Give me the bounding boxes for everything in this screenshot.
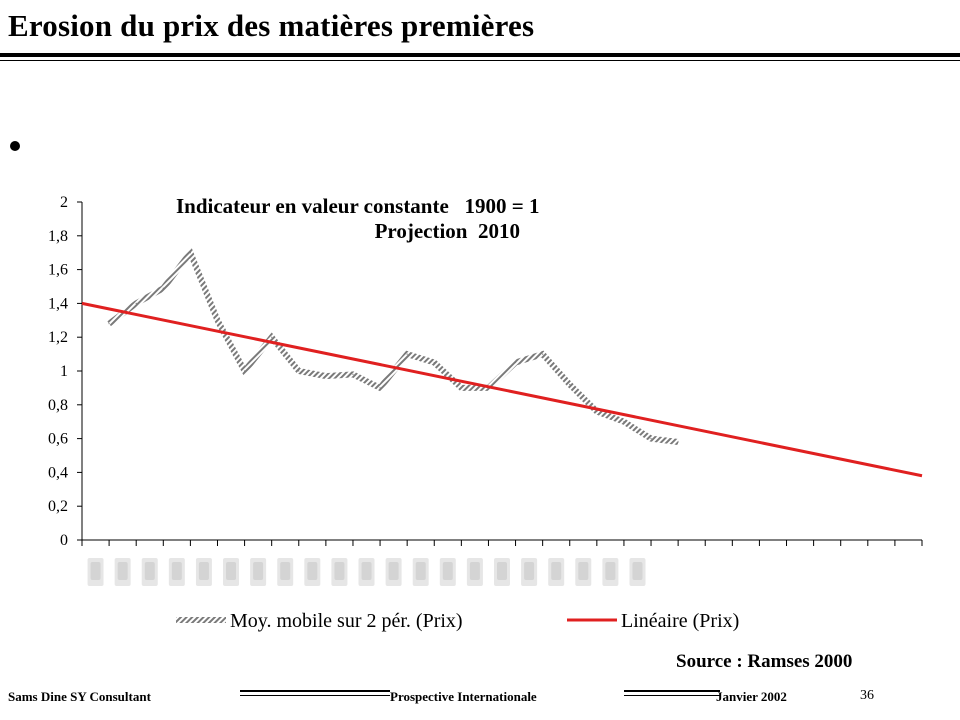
series-point <box>271 336 273 338</box>
x-tick-label-blurred-core <box>198 562 209 580</box>
series-point <box>406 353 408 355</box>
x-tick-label-blurred-core <box>117 562 128 580</box>
legend-label-moving-average: Moy. mobile sur 2 pér. (Prix) <box>230 610 463 632</box>
series-point <box>298 370 300 372</box>
chart-title-line1: Indicateur en valeur constante 1900 = 1 <box>176 194 540 218</box>
y-tick-label: 0 <box>60 532 68 549</box>
series-point <box>433 361 435 364</box>
x-tick-label-blurred-core <box>551 562 562 580</box>
series-point <box>677 441 679 443</box>
title-rule <box>0 53 960 57</box>
slide-title: Erosion du prix des matières premières <box>8 8 535 43</box>
x-tick-label-blurred-core <box>334 562 345 580</box>
footer-rule-1 <box>240 690 390 692</box>
source-note: Source : Ramses 2000 <box>676 651 853 672</box>
footer-rule-2 <box>624 690 720 692</box>
bullet-icon <box>10 141 20 151</box>
title-rule-thin <box>0 60 960 61</box>
series-point <box>108 323 110 325</box>
x-tick-label-blurred-core <box>578 562 589 580</box>
series-point <box>162 287 164 289</box>
chart-title-line2: Projection 2010 <box>375 219 520 243</box>
page-number: 36 <box>860 688 874 703</box>
y-tick-label: 1 <box>60 363 68 380</box>
x-tick-label-blurred-core <box>90 562 101 580</box>
x-tick-label-blurred-core <box>605 562 616 580</box>
x-tick-labels-blurred <box>87 558 646 586</box>
y-tick-label: 1,8 <box>48 228 68 245</box>
x-tick-label-blurred-core <box>307 562 318 580</box>
y-tick-label: 0,6 <box>48 431 68 448</box>
series-point <box>216 319 219 321</box>
y-tick-label: 0,4 <box>48 464 68 481</box>
x-tick-label-blurred-core <box>497 562 507 580</box>
x-tick-label-blurred-core <box>442 562 453 580</box>
series-point <box>596 410 598 413</box>
series-line-linear <box>81 301 923 478</box>
price-erosion-chart: 0 0,2 0,4 0,6 0,8 1 1,2 1,4 1,6 1,8 2 Indicateur e… <box>48 194 923 632</box>
x-tick-label-blurred-core <box>226 562 237 580</box>
x-tick-label-blurred-core <box>388 562 399 580</box>
legend-label-linear: Linéaire (Prix) <box>621 610 739 632</box>
footer-date: Janvier 2002 <box>716 689 787 704</box>
footer-author: Sams Dine SY Consultant <box>8 689 151 704</box>
x-ticks <box>81 540 923 546</box>
series-layer <box>81 246 923 478</box>
series-point <box>325 375 327 377</box>
x-tick-label-blurred-core <box>253 562 264 580</box>
series-point <box>243 370 246 372</box>
x-tick-label-blurred-core <box>415 562 426 580</box>
y-tick-label: 0,8 <box>48 397 68 414</box>
y-tick-label: 2 <box>60 194 68 211</box>
series-point <box>352 373 354 375</box>
series-point <box>542 353 544 355</box>
y-tick-label: 1,6 <box>48 262 68 279</box>
y-tick-label: 1,4 <box>48 295 68 312</box>
footer-rule-2b <box>624 695 720 696</box>
chart-legend: Moy. mobile sur 2 pér. (Prix) Linéaire (P… <box>176 610 739 632</box>
y-tick-label: 1,2 <box>48 329 68 346</box>
series-point <box>650 438 652 440</box>
series-point <box>189 252 191 254</box>
x-tick-label-blurred-core <box>632 562 643 580</box>
x-tick-label-blurred-core <box>469 562 480 580</box>
series-line-moving-average <box>107 246 679 445</box>
x-tick-label-blurred-core <box>524 562 535 580</box>
x-tick-label-blurred-core <box>171 562 182 580</box>
y-tick-label: 0,2 <box>48 498 68 515</box>
series-point <box>379 387 381 389</box>
y-tick-labels: 0 0,2 0,4 0,6 0,8 1 1,2 1,4 1,6 1,8 2 <box>48 194 82 549</box>
series-point <box>514 361 517 364</box>
series-point <box>569 383 571 386</box>
series-point <box>135 302 137 304</box>
chart-axes <box>81 202 922 541</box>
x-tick-label-blurred-core <box>361 562 372 580</box>
footer-rule-1b <box>240 695 390 696</box>
x-tick-label-blurred-core <box>280 562 291 580</box>
series-point <box>623 421 625 423</box>
series-point <box>460 387 462 389</box>
footer-title: Prospective Internationale <box>390 689 537 704</box>
x-tick-label-blurred-core <box>144 562 155 580</box>
